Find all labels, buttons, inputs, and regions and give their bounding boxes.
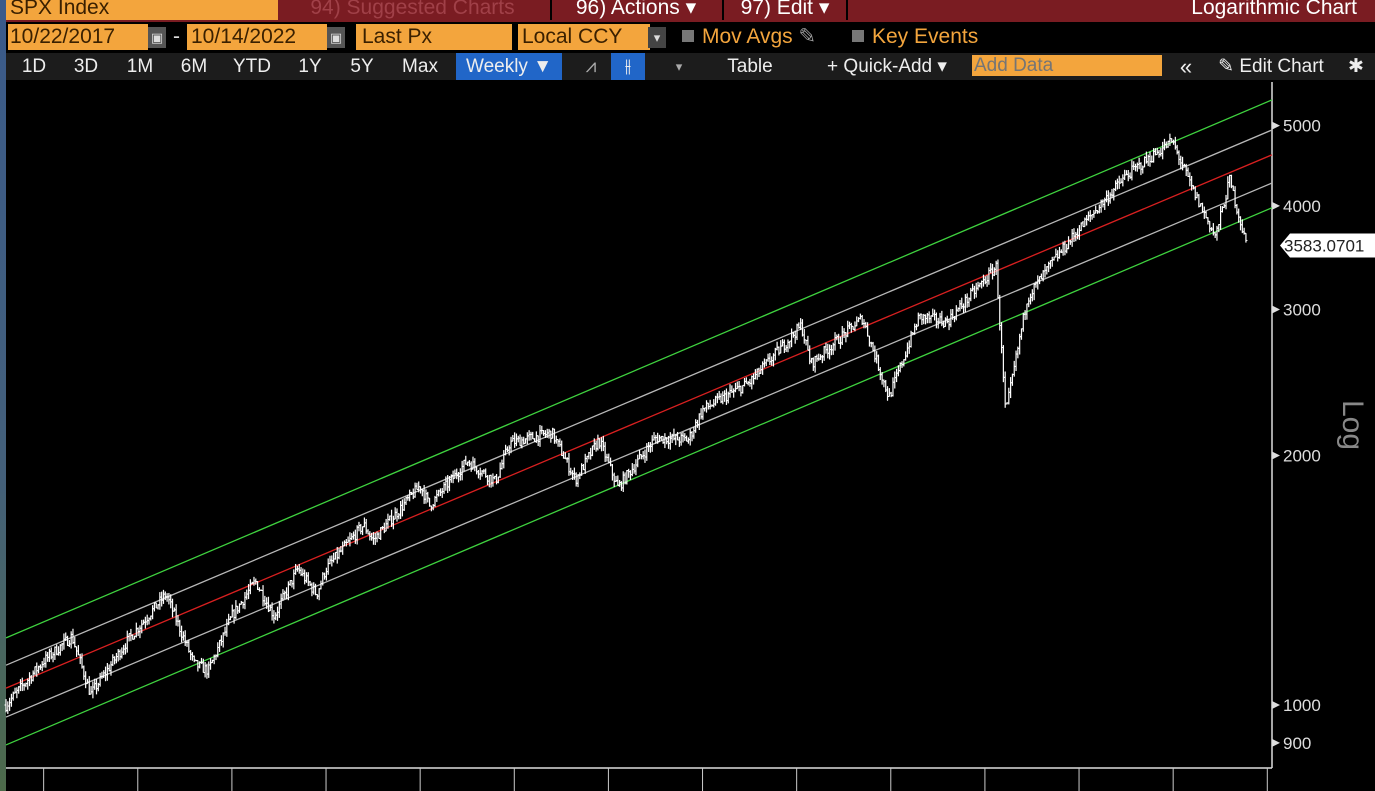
currency-select[interactable]: Local CCY: [518, 24, 650, 50]
range-ytd[interactable]: YTD: [233, 56, 271, 77]
y-tick-label: 4000: [1283, 197, 1321, 216]
edit-menu[interactable]: 97) Edit ▾: [722, 0, 848, 20]
add-data-input[interactable]: [972, 55, 1162, 76]
y-axis-label: Log: [1336, 400, 1369, 450]
key-events-label: Key Events: [872, 25, 979, 48]
chevron-down-icon[interactable]: ▾: [675, 59, 683, 74]
y-tick-label: 900: [1283, 734, 1311, 753]
header-bar: [6, 0, 1375, 22]
mov-avgs-label: Mov Avgs: [702, 25, 793, 48]
end-date-input[interactable]: 10/14/2022: [187, 24, 327, 50]
checkbox-icon[interactable]: [852, 30, 864, 42]
y-tick-label: 3000: [1283, 300, 1321, 319]
last-price-tag: [1280, 233, 1375, 258]
range-6m[interactable]: 6M: [180, 56, 208, 77]
channel-line-upper-inner: [5, 129, 1273, 666]
channel-line-lower-outer: [5, 207, 1273, 746]
chevron-down-icon[interactable]: ▾: [648, 27, 666, 48]
y-tick-label: 1000: [1283, 696, 1321, 715]
actions-menu[interactable]: 96) Actions ▾: [550, 0, 720, 20]
last-price-label: 3583.0701: [1284, 237, 1364, 256]
checkbox-icon[interactable]: [682, 30, 694, 42]
y-tick: [1272, 305, 1280, 314]
pencil-icon[interactable]: ✎: [792, 25, 817, 48]
range-3d[interactable]: 3D: [73, 56, 99, 77]
bar-chart-icon[interactable]: ⫲: [611, 53, 645, 80]
suggested-charts-button[interactable]: 94) Suggested Charts: [310, 0, 515, 19]
channel-line-regression: [5, 154, 1273, 689]
field-select[interactable]: Last Px: [356, 24, 512, 50]
calendar-icon[interactable]: ▣: [148, 27, 166, 48]
start-date-input[interactable]: 10/22/2017: [8, 24, 148, 50]
calendar-icon[interactable]: ▣: [327, 27, 345, 48]
key-events-toggle[interactable]: Key Events: [852, 24, 978, 50]
date-separator: -: [173, 25, 180, 48]
y-tick: [1272, 701, 1280, 709]
gear-icon[interactable]: ✱: [1348, 56, 1364, 77]
range-5y[interactable]: 5Y: [350, 56, 374, 77]
collapse-button[interactable]: «: [1179, 54, 1193, 79]
chart-title: Logarithmic Chart: [1191, 0, 1357, 19]
table-button[interactable]: Table: [727, 56, 773, 77]
line-chart-icon[interactable]: ⩘: [585, 56, 597, 77]
y-tick: [1272, 451, 1280, 460]
mov-avgs-toggle[interactable]: Mov Avgs ✎: [682, 24, 816, 50]
y-tick: [1272, 201, 1280, 210]
range-1d[interactable]: 1D: [21, 56, 47, 77]
period-select[interactable]: Weekly ▼: [456, 53, 562, 80]
quick-add-button[interactable]: + Quick-Add ▾: [827, 56, 947, 77]
y-tick: [1272, 121, 1280, 130]
y-tick-label: 2000: [1283, 446, 1321, 465]
channel-line-upper-outer: [5, 99, 1273, 639]
ticker-field[interactable]: SPX Index: [6, 0, 278, 20]
y-tick: [1272, 738, 1280, 747]
edit-chart-button[interactable]: ✎ Edit Chart: [1218, 56, 1324, 77]
range-1m[interactable]: 1M: [126, 56, 154, 77]
window-frame: [0, 0, 6, 791]
range-1y[interactable]: 1Y: [298, 56, 322, 77]
y-tick-label: 5000: [1283, 117, 1321, 136]
range-max[interactable]: Max: [402, 56, 438, 77]
